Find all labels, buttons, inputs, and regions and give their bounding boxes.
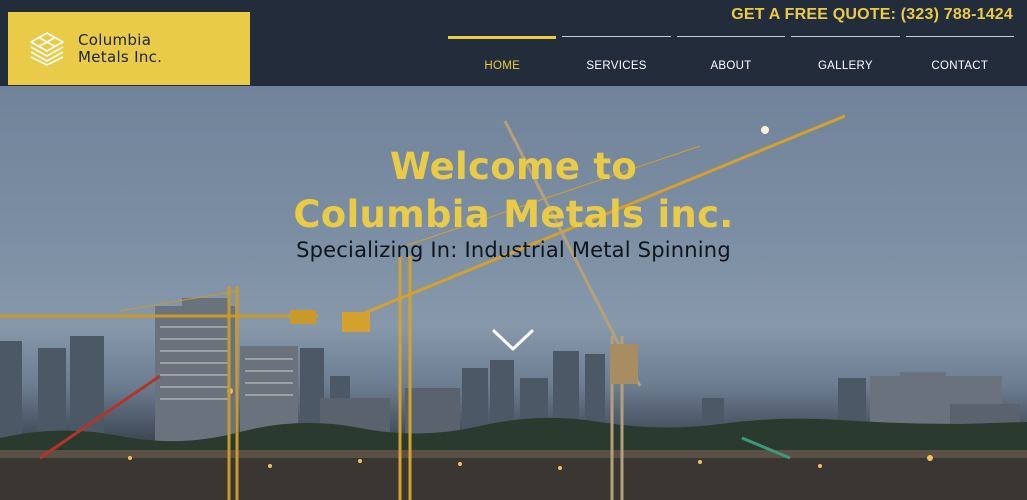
hero-title-line1: Welcome to xyxy=(389,145,638,188)
logo[interactable]: Columbia Metals Inc. xyxy=(8,12,250,85)
hero-tagline: Specializing In: Industrial Metal Spinni… xyxy=(296,238,731,262)
chevron-down-icon[interactable] xyxy=(492,328,534,352)
logo-line1: Columbia xyxy=(78,30,152,49)
nav-contact[interactable]: CONTACT xyxy=(905,36,1015,86)
site-header: Columbia Metals Inc. GET A FREE QUOTE: (… xyxy=(0,0,1027,86)
hero-title-line2: Columbia Metals inc. xyxy=(293,193,734,236)
logo-line2: Metals Inc. xyxy=(78,47,163,66)
nav-services[interactable]: SERVICES xyxy=(562,36,672,86)
nav-gallery[interactable]: GALLERY xyxy=(791,36,901,86)
hero-banner: Welcome to Columbia Metals inc. Speciali… xyxy=(0,86,1027,500)
logo-cube-icon xyxy=(30,31,64,66)
nav-home[interactable]: HOME xyxy=(448,36,557,86)
construction-site-background xyxy=(0,114,1027,500)
hero-title: Welcome to Columbia Metals inc. xyxy=(0,143,1027,239)
logo-text: Columbia Metals Inc. xyxy=(78,30,163,66)
main-nav: HOME SERVICES ABOUT GALLERY CONTACT xyxy=(448,36,1015,86)
free-quote-phone[interactable]: GET A FREE QUOTE: (323) 788-1424 xyxy=(731,6,1013,23)
nav-about[interactable]: ABOUT xyxy=(676,36,786,86)
